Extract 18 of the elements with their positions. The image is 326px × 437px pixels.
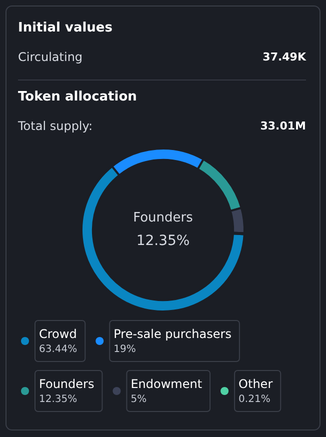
text: Total supply: — [17, 119, 93, 133]
legend-label: Founders — [39, 377, 94, 391]
legend-label: Endowment — [130, 377, 202, 391]
data-label: 5% — [130, 394, 147, 405]
text: Founders — [133, 210, 194, 226]
text: 37.49K — [262, 50, 306, 64]
text: 12.35% — [136, 233, 190, 249]
chart-title: Token allocation — [18, 90, 137, 104]
legend-label: Pre-sale purchasers — [114, 327, 232, 341]
text: 33.01M — [260, 120, 306, 132]
data-label: 0.21% — [238, 394, 270, 405]
data-label: 63.44% — [39, 344, 78, 355]
data-label: 19% — [114, 344, 136, 355]
text: Initial values — [18, 20, 113, 36]
text: Circulating — [18, 50, 83, 64]
legend-label: Crowd — [39, 327, 77, 341]
data-label: 12.35% — [39, 394, 78, 405]
legend-label: Other — [238, 377, 273, 391]
